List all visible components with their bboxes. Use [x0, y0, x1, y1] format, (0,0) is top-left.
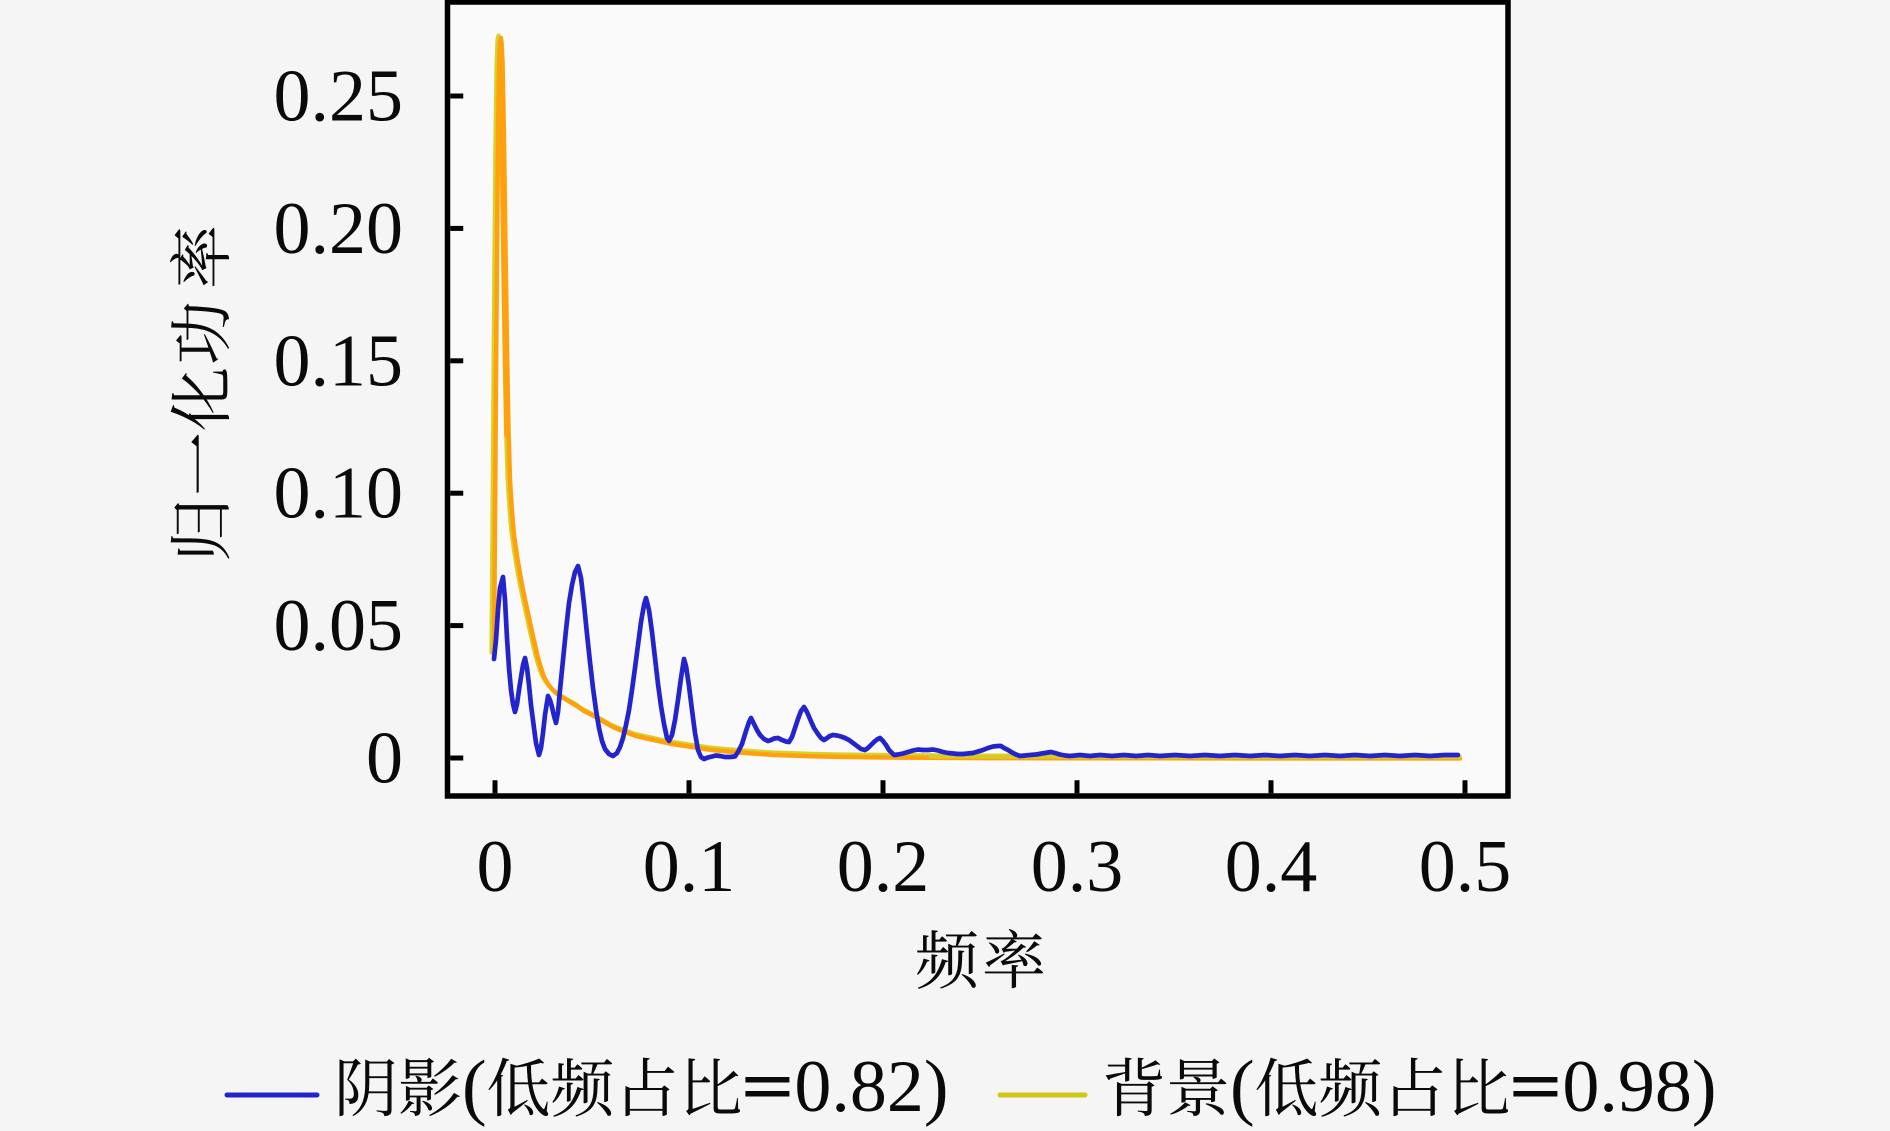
svg-text:0.3: 0.3 [1031, 826, 1124, 908]
svg-text:(: ( [462, 1046, 487, 1128]
svg-text:0: 0 [366, 718, 403, 800]
svg-text:0.4: 0.4 [1225, 826, 1318, 908]
svg-text:0.98): 0.98) [1562, 1046, 1716, 1128]
svg-text:0.15: 0.15 [274, 320, 404, 402]
svg-text:0.1: 0.1 [643, 826, 736, 908]
svg-text:0: 0 [477, 826, 514, 908]
svg-text:0.05: 0.05 [274, 585, 404, 667]
svg-text:0.2: 0.2 [837, 826, 930, 908]
svg-text:0.25: 0.25 [274, 56, 404, 138]
svg-text:0.10: 0.10 [274, 453, 404, 535]
svg-text:0.20: 0.20 [274, 188, 404, 270]
svg-text:0.82): 0.82) [794, 1046, 948, 1128]
svg-text:0.5: 0.5 [1419, 826, 1512, 908]
svg-text:(: ( [1230, 1046, 1255, 1128]
